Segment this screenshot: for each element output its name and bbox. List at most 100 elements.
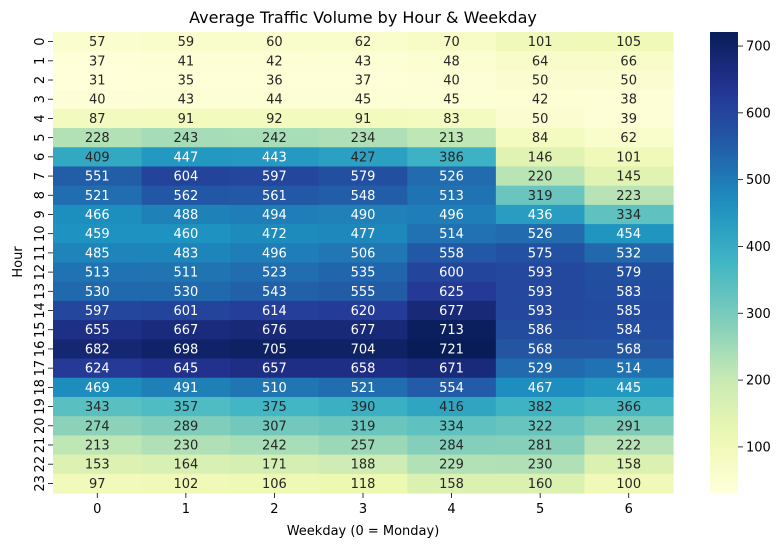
heatmap-cell xyxy=(584,70,674,91)
heatmap-cell xyxy=(141,320,231,340)
cell-value-label: 677 xyxy=(351,323,376,338)
y-tick-label: 6 xyxy=(33,153,48,161)
heatmap-cell xyxy=(141,377,231,398)
heatmap-cell xyxy=(495,281,586,302)
heatmap-cell xyxy=(584,89,674,110)
heatmap-cell xyxy=(53,339,143,360)
heatmap-cell xyxy=(584,281,674,302)
cell-value-label: 555 xyxy=(351,285,376,300)
cell-value-label: 291 xyxy=(616,419,641,434)
cell-value-label: 42 xyxy=(266,54,283,69)
cell-value-label: 146 xyxy=(528,150,553,165)
cell-value-label: 37 xyxy=(355,74,372,89)
cell-value-label: 343 xyxy=(85,400,110,415)
cell-value-label: 102 xyxy=(173,477,198,492)
cell-value-label: 242 xyxy=(262,438,287,453)
heatmap-cell xyxy=(584,128,674,148)
heatmap-cell xyxy=(495,128,586,148)
heatmap-cell xyxy=(584,147,674,168)
cell-value-label: 511 xyxy=(173,266,198,281)
cell-value-label: 171 xyxy=(262,458,287,473)
heatmap-cell xyxy=(318,435,408,456)
heatmap-cell xyxy=(53,435,143,456)
colorbar-tick-label: 300 xyxy=(746,307,771,322)
heatmap-cell xyxy=(495,396,586,417)
y-axis-label: Hour xyxy=(11,246,26,278)
cell-value-label: 523 xyxy=(262,266,287,281)
heatmap-cell xyxy=(141,416,231,436)
heatmap-cell xyxy=(407,108,497,129)
y-tick-label: 3 xyxy=(33,95,48,103)
heatmap-cell xyxy=(495,204,586,225)
cell-value-label: 43 xyxy=(178,93,195,108)
cell-value-label: 386 xyxy=(439,150,464,165)
cell-value-label: 31 xyxy=(89,74,106,89)
cell-labels: 57 59 60 62 70 101 105 37 41 42 43 48 64 66 31 35 36 37 40… xyxy=(85,35,641,492)
cell-value-label: 40 xyxy=(89,93,106,108)
heatmap-cell xyxy=(53,70,143,91)
heatmap-cell xyxy=(318,339,408,360)
cell-value-label: 43 xyxy=(355,54,372,69)
cell-value-label: 382 xyxy=(528,400,553,415)
y-tick-label: 17 xyxy=(33,360,48,377)
heatmap-cell xyxy=(584,51,674,72)
cell-value-label: 101 xyxy=(528,35,553,50)
heatmap-cell xyxy=(407,224,497,244)
y-tick-label: 4 xyxy=(33,114,48,122)
heatmap-cell xyxy=(495,147,586,168)
cell-value-label: 543 xyxy=(262,285,287,300)
cell-value-label: 188 xyxy=(351,458,376,473)
heatmap-cell xyxy=(584,243,674,264)
cell-value-label: 514 xyxy=(616,362,641,377)
cell-value-label: 213 xyxy=(85,438,110,453)
cell-value-label: 62 xyxy=(620,131,637,146)
cell-value-label: 469 xyxy=(85,381,110,396)
cell-value-label: 105 xyxy=(616,35,641,50)
heatmap-cell xyxy=(318,147,408,168)
cell-value-label: 667 xyxy=(173,323,198,338)
heatmap-cell xyxy=(53,473,143,494)
heatmap-cell xyxy=(318,396,408,417)
heatmap-cell xyxy=(230,204,320,225)
heatmap-cell xyxy=(318,377,408,398)
x-tick-label: 5 xyxy=(536,502,544,517)
heatmap-cell xyxy=(495,89,586,110)
cell-value-label: 223 xyxy=(616,189,641,204)
heatmap-cell xyxy=(495,339,586,360)
heatmap-cell xyxy=(141,281,231,302)
heatmap-cell xyxy=(407,473,497,494)
cell-value-label: 60 xyxy=(266,35,283,50)
heatmap-cell xyxy=(141,147,231,168)
heatmap-cell xyxy=(495,416,586,436)
cell-value-label: 213 xyxy=(439,131,464,146)
y-tick-label: 2 xyxy=(33,76,48,84)
y-tick-label: 16 xyxy=(33,341,48,358)
heatmap-cell xyxy=(141,454,231,475)
cell-value-label: 44 xyxy=(266,93,283,108)
heatmap-cell xyxy=(141,166,231,187)
x-tick-label: 2 xyxy=(270,502,278,517)
cell-value-label: 222 xyxy=(616,438,641,453)
heatmap-cell xyxy=(495,32,586,52)
heatmap-cell xyxy=(230,128,320,148)
heatmap-cell xyxy=(584,358,674,379)
x-axis: 0 1 2 3 4 5 6 xyxy=(93,493,633,517)
y-tick-label: 21 xyxy=(33,437,48,454)
cell-value-label: 593 xyxy=(528,304,553,319)
colorbar-ticks: 100 200 300 400 500 600 700 xyxy=(738,40,771,455)
cell-value-label: 488 xyxy=(173,208,198,223)
cell-value-label: 145 xyxy=(616,170,641,185)
heatmap-cell xyxy=(230,224,320,244)
cell-value-label: 164 xyxy=(173,458,198,473)
heatmap-cell xyxy=(318,320,408,340)
heatmap-cell xyxy=(318,262,408,283)
heatmap-cell xyxy=(495,454,586,475)
cell-value-label: 447 xyxy=(173,150,198,165)
heatmap-cell xyxy=(53,358,143,379)
y-tick-label: 20 xyxy=(33,417,48,434)
cell-value-label: 390 xyxy=(351,400,376,415)
heatmap-cell xyxy=(53,416,143,436)
cell-value-label: 584 xyxy=(616,323,641,338)
heatmap-cell xyxy=(230,339,320,360)
